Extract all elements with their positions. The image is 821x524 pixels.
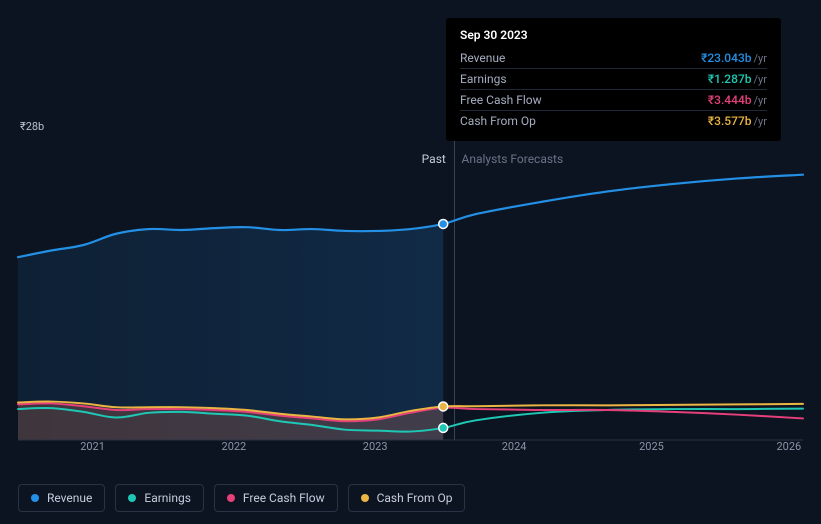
tooltip-label: Revenue xyxy=(460,51,505,65)
legend-dot-icon xyxy=(128,494,136,502)
tooltip-label: Cash From Op xyxy=(460,114,536,128)
marker-cfo xyxy=(439,402,448,411)
x-axis: 2021 2022 2023 2024 2025 2026 xyxy=(18,440,803,460)
tooltip-value: ₹1.287b xyxy=(708,72,752,86)
y-axis-label: ₹28b xyxy=(20,120,44,133)
tooltip-row-cfo: Cash From Op ₹3.577b/yr xyxy=(460,111,767,131)
tooltip-row-earnings: Earnings ₹1.287b/yr xyxy=(460,69,767,90)
tooltip-unit: /yr xyxy=(754,115,767,128)
legend-dot-icon xyxy=(361,494,369,502)
legend-item-revenue[interactable]: Revenue xyxy=(18,484,105,512)
tooltip-value-wrap: ₹1.287b/yr xyxy=(708,72,767,86)
tooltip-value-wrap: ₹23.043b/yr xyxy=(701,51,767,65)
legend-label: Revenue xyxy=(47,491,92,505)
tooltip-label: Earnings xyxy=(460,72,507,86)
chart-container: Sep 30 2023 Revenue ₹23.043b/yr Earnings ₹1… xyxy=(18,0,803,470)
tooltip-value-wrap: ₹3.577b/yr xyxy=(708,114,767,128)
legend-item-cfo[interactable]: Cash From Op xyxy=(348,484,466,512)
x-axis-label: 2021 xyxy=(80,440,105,453)
x-axis-label: 2023 xyxy=(363,440,388,453)
chart-svg xyxy=(18,140,803,440)
legend-dot-icon xyxy=(227,494,235,502)
legend-label: Cash From Op xyxy=(377,491,453,505)
legend-dot-icon xyxy=(31,494,39,502)
x-axis-label: 2022 xyxy=(222,440,247,453)
tooltip-value-wrap: ₹3.444b/yr xyxy=(708,93,767,107)
tooltip-value: ₹3.577b xyxy=(708,114,752,128)
legend: Revenue Earnings Free Cash Flow Cash From O… xyxy=(18,484,465,512)
x-axis-label: 2024 xyxy=(502,440,527,453)
x-axis-label: 2025 xyxy=(639,440,664,453)
legend-label: Earnings xyxy=(144,491,191,505)
tooltip-unit: /yr xyxy=(754,52,767,65)
x-axis-label: 2026 xyxy=(776,440,801,453)
legend-label: Free Cash Flow xyxy=(243,491,325,505)
chart-plot-area xyxy=(18,140,803,440)
marker-earnings xyxy=(439,423,448,432)
tooltip-row-fcf: Free Cash Flow ₹3.444b/yr xyxy=(460,90,767,111)
tooltip-value: ₹23.043b xyxy=(701,51,751,65)
tooltip-label: Free Cash Flow xyxy=(460,93,542,107)
legend-item-fcf[interactable]: Free Cash Flow xyxy=(214,484,338,512)
tooltip-unit: /yr xyxy=(754,73,767,86)
tooltip-unit: /yr xyxy=(754,94,767,107)
legend-item-earnings[interactable]: Earnings xyxy=(115,484,204,512)
tooltip-row-revenue: Revenue ₹23.043b/yr xyxy=(460,48,767,69)
marker-revenue xyxy=(439,219,448,228)
tooltip: Sep 30 2023 Revenue ₹23.043b/yr Earnings ₹1… xyxy=(446,18,781,141)
tooltip-date: Sep 30 2023 xyxy=(460,28,767,42)
tooltip-value: ₹3.444b xyxy=(708,93,752,107)
